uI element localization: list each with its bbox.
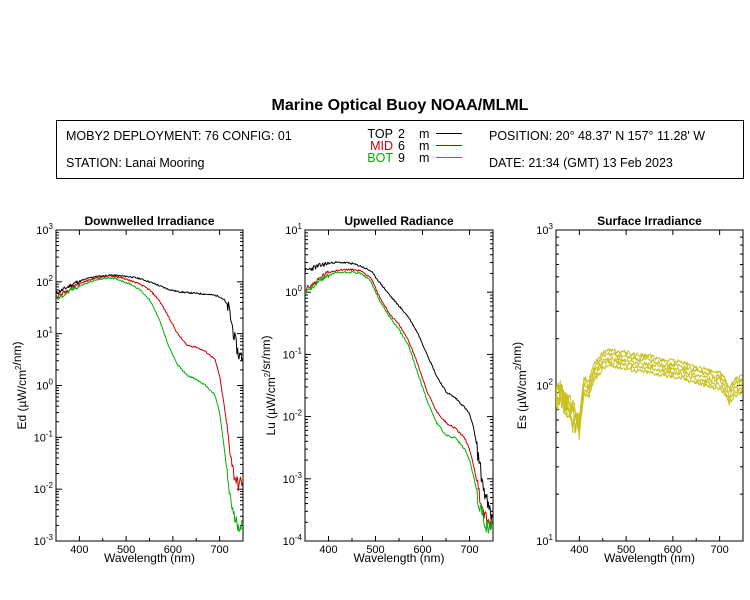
legend-unit: m <box>419 139 430 153</box>
deployment-info-box: MOBY2 DEPLOYMENT: 76 CONFIG: 01 STATION:… <box>56 120 744 179</box>
legend-line-swatch <box>436 145 462 146</box>
upwelled-radiance-series-mid <box>305 268 493 530</box>
x-tick-label: 700 <box>210 544 228 556</box>
legend-name: BOT <box>367 151 393 165</box>
surface-irradiance-series-es-1 <box>556 359 743 433</box>
legend-line-swatch <box>436 157 462 158</box>
x-tick-label: 400 <box>570 544 588 556</box>
x-tick-label: 600 <box>164 544 182 556</box>
downwelled-irradiance-x-axis-label: Wavelength (nm) <box>104 551 195 565</box>
page-title: Marine Optical Buoy NOAA/MLML <box>271 97 529 114</box>
surface-irradiance-y-axis-label: Es (µW/cm2/nm) <box>510 342 529 429</box>
upwelled-radiance-y-axis-label: Lu (µW/cm2/sr/nm) <box>259 335 278 435</box>
upwelled-radiance-series-top <box>305 261 493 522</box>
y-tick-label: 100 <box>36 378 53 393</box>
upwelled-radiance-title: Upwelled Radiance <box>344 214 454 228</box>
x-tick-label: 500 <box>617 544 635 556</box>
x-tick-label: 600 <box>413 544 431 556</box>
surface-irradiance-series-es-0 <box>556 363 743 441</box>
legend-depth: 6 <box>398 139 405 153</box>
x-tick-label: 500 <box>366 544 384 556</box>
x-tick-label: 500 <box>117 544 135 556</box>
legend-unit: m <box>419 127 430 141</box>
x-tick-label: 400 <box>319 544 337 556</box>
y-tick-label: 10-4 <box>283 533 303 548</box>
upwelled-radiance-chart: Upwelled Radiance 400 500 600 700 Wavelength … <box>259 214 494 565</box>
surface-irradiance-series-es-3 <box>556 352 743 430</box>
surface-irradiance-title: Surface Irradiance <box>597 214 702 228</box>
upwelled-radiance-x-axis-label: Wavelength (nm) <box>354 551 445 565</box>
y-tick-label: 103 <box>536 222 553 237</box>
y-tick-label: 10-3 <box>283 471 303 486</box>
legend-name: MID <box>370 139 393 153</box>
surface-irradiance-chart: Surface Irradiance 400 500 600 700 Wavelength… <box>510 214 744 565</box>
legend-depth: 2 <box>398 127 405 141</box>
y-tick-label: 10-1 <box>34 429 54 444</box>
deployment-text: MOBY2 DEPLOYMENT: 76 CONFIG: 01 <box>66 129 292 143</box>
surface-irradiance-series-es-4 <box>556 348 743 427</box>
date-text: DATE: 21:34 (GMT) 13 Feb 2023 <box>489 156 673 170</box>
y-tick-label: 102 <box>536 378 553 393</box>
downwelled-irradiance-series-bot <box>56 276 243 532</box>
y-tick-label: 10-3 <box>34 533 54 548</box>
downwelled-irradiance-title: Downwelled Irradiance <box>84 214 214 228</box>
legend-depth: 9 <box>398 151 405 165</box>
legend-unit: m <box>419 151 430 165</box>
station-text: STATION: Lanai Mooring <box>66 156 205 170</box>
y-tick-label: 102 <box>36 274 53 289</box>
position-text: POSITION: 20° 48.37' N 157° 11.28' W <box>489 129 706 143</box>
surface-irradiance-series-es-2 <box>556 356 743 434</box>
legend-line-swatch <box>436 133 462 134</box>
y-tick-label: 101 <box>36 326 53 341</box>
y-tick-label: 100 <box>285 284 302 299</box>
downwelled-irradiance-chart: Downwelled Irradiance 400 500 600 700 Wavelen… <box>10 214 244 565</box>
downwelled-irradiance-plot-frame <box>55 229 244 542</box>
y-tick-label: 101 <box>285 222 302 237</box>
downwelled-irradiance-y-axis-label: Ed (µW/cm2/nm) <box>10 341 29 429</box>
x-tick-label: 600 <box>664 544 682 556</box>
x-tick-label: 700 <box>460 544 478 556</box>
upwelled-radiance-series-bot <box>305 271 493 534</box>
y-tick-label: 10-2 <box>283 409 303 424</box>
downwelled-irradiance-series-mid <box>56 275 243 492</box>
y-tick-label: 103 <box>36 222 53 237</box>
upwelled-radiance-plot-frame <box>304 229 494 542</box>
y-tick-label: 101 <box>536 533 553 548</box>
y-tick-label: 10-1 <box>283 346 303 361</box>
x-tick-label: 700 <box>710 544 728 556</box>
downwelled-irradiance-series-top <box>56 274 243 361</box>
y-tick-label: 10-2 <box>34 481 54 496</box>
x-tick-label: 400 <box>70 544 88 556</box>
legend-name: TOP <box>367 127 393 141</box>
surface-irradiance-x-axis-label: Wavelength (nm) <box>604 551 695 565</box>
